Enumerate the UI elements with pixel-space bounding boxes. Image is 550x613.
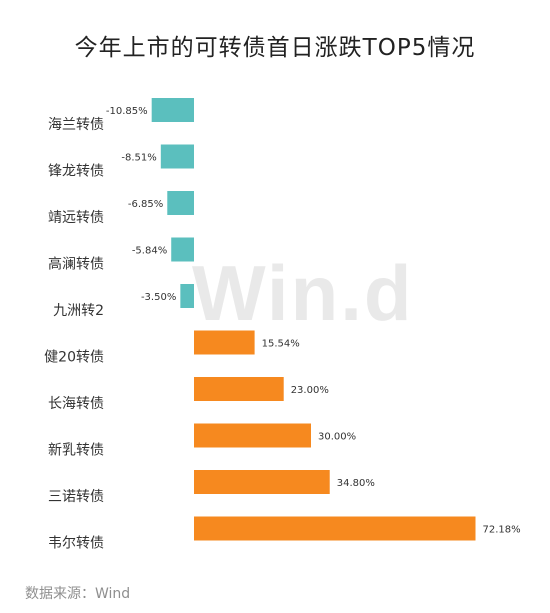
bar-靖远转债 bbox=[167, 191, 194, 215]
value-label: -3.50% bbox=[141, 292, 176, 303]
category-label: 新乳转债 bbox=[48, 443, 104, 459]
value-label: 15.54% bbox=[262, 339, 300, 350]
value-label: -6.85% bbox=[128, 199, 163, 210]
category-label: 海兰转债 bbox=[48, 117, 104, 133]
bar-锋龙转债 bbox=[160, 144, 194, 169]
value-label: 72.18% bbox=[483, 525, 521, 536]
category-label: 长海转债 bbox=[48, 396, 104, 412]
category-label: 九洲转2 bbox=[53, 303, 104, 319]
value-label: 34.80% bbox=[337, 478, 375, 489]
category-label: 韦尔转债 bbox=[48, 536, 104, 552]
bar-韦尔转债 bbox=[194, 516, 476, 541]
bar-健20转债 bbox=[194, 330, 255, 355]
category-label: 高澜转债 bbox=[48, 256, 104, 273]
bar-长海转债 bbox=[194, 377, 284, 401]
value-label: 30.00% bbox=[318, 432, 356, 443]
category-label: 靖远转债 bbox=[48, 210, 104, 226]
category-label: 三诺转债 bbox=[48, 489, 104, 505]
value-label: -5.84% bbox=[132, 246, 167, 257]
watermark: Win.d bbox=[192, 249, 414, 337]
data-source-note: 数据来源：Wind bbox=[25, 586, 131, 602]
bar-高澜转债 bbox=[171, 237, 194, 262]
bar-九洲转2 bbox=[180, 284, 194, 308]
bar-新乳转债 bbox=[194, 423, 311, 448]
bar-海兰转债 bbox=[151, 98, 194, 122]
category-label: 锋龙转债 bbox=[48, 164, 104, 180]
category-label: 健20转债 bbox=[44, 350, 104, 366]
value-label: -10.85% bbox=[106, 106, 148, 117]
value-label: -8.51% bbox=[121, 153, 156, 164]
chart-title: 今年上市的可转债首日涨跌TOP5情况 bbox=[74, 35, 476, 61]
bar-三诺转债 bbox=[194, 470, 330, 494]
value-label: 23.00% bbox=[291, 385, 329, 396]
